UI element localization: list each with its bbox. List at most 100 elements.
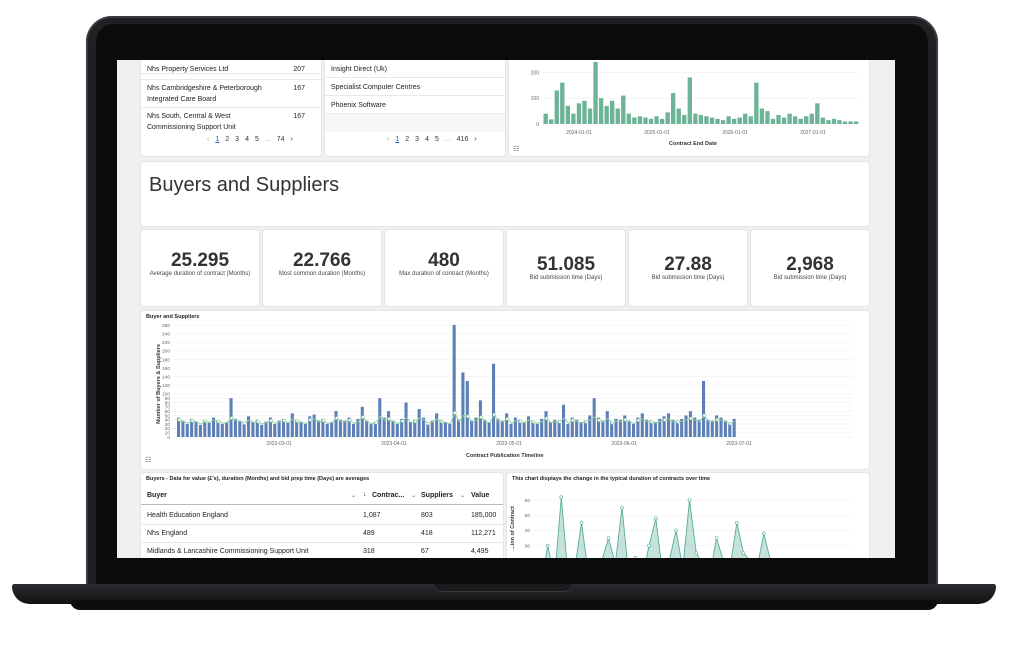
- bar: [743, 113, 748, 124]
- table-row[interactable]: Nhs Cambridgeshire & Peterborough Integr…: [141, 80, 321, 108]
- section-title: Buyers and Suppliers: [149, 174, 340, 196]
- data-point: [453, 411, 457, 415]
- data-point: [243, 421, 247, 425]
- bar: [737, 117, 742, 124]
- bar: [645, 419, 649, 437]
- data-point: [663, 418, 667, 422]
- table-row[interactable]: Nhs South, Central & West Commissioning …: [141, 108, 321, 136]
- page-link-3[interactable]: 3: [235, 136, 240, 143]
- kpi-value: 25.295: [170, 250, 230, 271]
- bar: [598, 98, 604, 124]
- bar: [255, 419, 259, 437]
- column-header-buyer[interactable]: Buyer: [147, 492, 167, 499]
- bar: [731, 118, 737, 124]
- table-row[interactable]: [141, 60, 321, 74]
- table-row[interactable]: Phoenix Software: [325, 96, 505, 114]
- column-header-contracts[interactable]: Contrac...: [372, 492, 405, 499]
- data-point: [295, 419, 300, 423]
- bar: [185, 424, 189, 437]
- bar: [513, 417, 517, 437]
- y-tick-label: 160: [162, 366, 170, 372]
- page-link-3[interactable]: 3: [415, 136, 420, 143]
- page-link-last[interactable]: 74: [276, 136, 285, 143]
- next-page-button[interactable]: ›: [474, 136, 477, 143]
- bar: [776, 114, 781, 124]
- kpi-card: 27.88 Bid submission time (Days): [629, 230, 747, 306]
- bar: [804, 116, 809, 124]
- chevron-down-icon[interactable]: ⌄: [460, 493, 466, 499]
- bar: [264, 421, 268, 437]
- table-row[interactable]: Health Education England 1,087 803 185,0…: [141, 505, 503, 525]
- x-axis-title: Contract End Date: [669, 141, 717, 147]
- data-point: [694, 551, 699, 555]
- data-point: [531, 420, 536, 424]
- bar: [382, 417, 386, 437]
- data-point: [308, 418, 313, 422]
- y-tick-label: 40: [165, 418, 171, 424]
- kpi-label: Bid submission time (Days): [529, 275, 603, 281]
- data-point: [400, 419, 405, 423]
- data-point: [492, 412, 496, 417]
- bar: [557, 420, 561, 437]
- page-link-last[interactable]: 416: [456, 136, 469, 143]
- page-link-5[interactable]: 5: [254, 136, 259, 143]
- bar: [709, 117, 715, 124]
- bar: [181, 420, 185, 437]
- table-row[interactable]: Insight Direct (Uk): [325, 60, 505, 78]
- bar: [408, 421, 412, 437]
- prev-page-button[interactable]: ‹: [387, 136, 390, 143]
- bar: [643, 117, 648, 124]
- bar: [667, 413, 671, 437]
- bar: [461, 372, 465, 437]
- bar: [553, 419, 557, 437]
- column-header-value[interactable]: Value: [471, 492, 490, 499]
- bar: [522, 421, 526, 437]
- page-link-5[interactable]: 5: [434, 136, 439, 143]
- bar: [623, 415, 627, 437]
- kpi-label: Max duration of contract (Months): [399, 271, 489, 277]
- sort-down-icon[interactable]: ↓: [363, 491, 367, 498]
- page-link-1[interactable]: 1: [215, 136, 220, 143]
- table-row[interactable]: Nhs England 489 418 112,271: [141, 525, 503, 543]
- bar: [277, 420, 281, 437]
- page-link-2[interactable]: 2: [225, 136, 230, 143]
- y-tick-label: 220: [162, 340, 170, 346]
- bar: [815, 103, 820, 124]
- x-tick-label: 2023-06-01: [611, 441, 637, 447]
- kpi-card: 25.295 Average duration of contract (Mon…: [141, 230, 259, 306]
- column-header-suppliers[interactable]: Suppliers: [421, 492, 453, 499]
- bar: [684, 415, 688, 437]
- page-link-4[interactable]: 4: [425, 136, 429, 143]
- bar: [509, 424, 513, 437]
- bar: [601, 420, 605, 437]
- bar: [282, 418, 286, 437]
- bar: [535, 424, 539, 437]
- page-link-4[interactable]: 4: [245, 136, 249, 143]
- table-row[interactable]: Specialist Computer Centres: [325, 78, 505, 96]
- bar: [680, 418, 684, 437]
- prev-page-button[interactable]: ‹: [207, 136, 210, 143]
- data-point: [761, 531, 766, 536]
- chevron-down-icon[interactable]: ⌄: [351, 493, 357, 499]
- next-page-button[interactable]: ›: [290, 136, 293, 143]
- kpi-value: 51.085: [536, 254, 596, 275]
- bar: [505, 413, 509, 437]
- suppliers-cell: 803: [421, 512, 433, 519]
- bar: [842, 121, 848, 124]
- y-tick-label: 180: [162, 357, 170, 363]
- kpi-card: 51.085 Bid submission time (Days): [507, 230, 625, 306]
- bar: [347, 417, 351, 437]
- list-icon[interactable]: ☷: [513, 146, 520, 153]
- selected-row-highlight: [325, 114, 505, 132]
- bar: [321, 418, 325, 437]
- page-link-2[interactable]: 2: [405, 136, 410, 143]
- page-link-1[interactable]: 1: [395, 136, 400, 143]
- chevron-down-icon[interactable]: ⌄: [411, 493, 417, 499]
- table-row[interactable]: Midlands & Lancashire Commissioning Supp…: [141, 543, 503, 558]
- list-icon[interactable]: ☷: [145, 457, 152, 464]
- bar: [334, 411, 338, 437]
- data-point: [348, 418, 352, 422]
- bar: [626, 113, 632, 124]
- table-row[interactable]: Nhs Property Services Ltd 207: [141, 60, 321, 80]
